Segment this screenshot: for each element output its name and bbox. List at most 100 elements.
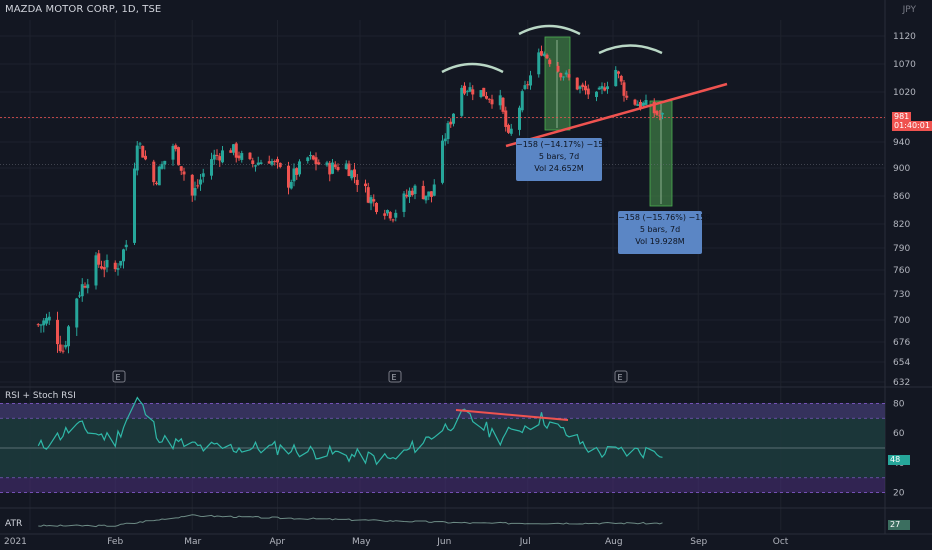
candle-body [155, 182, 158, 184]
candle-body [276, 159, 279, 163]
candle-body [652, 102, 656, 114]
candle-body [413, 185, 417, 194]
candle-body [427, 191, 431, 197]
candle-body [529, 75, 532, 86]
rsi-line [37, 396, 663, 466]
candle-body [152, 161, 156, 183]
candle-body [366, 187, 370, 203]
candle-body [540, 51, 543, 56]
measure-zone-1 [544, 36, 571, 131]
candle-body [182, 171, 186, 175]
candle-body [119, 260, 123, 266]
candle-body [375, 202, 378, 212]
candle-body [350, 170, 354, 179]
candle-body [432, 184, 436, 196]
price-tick-label: 1070 [893, 60, 916, 70]
candle-body [487, 98, 491, 100]
candle-body [498, 95, 502, 106]
rsi-tick-label: 20 [893, 489, 905, 499]
rsi-label: RSI + Stoch RSI [5, 391, 76, 401]
price-tick-label: 820 [893, 220, 910, 230]
candle-body [61, 350, 65, 352]
rsi-tick-label: 60 [893, 429, 905, 439]
neckline [505, 82, 728, 148]
candle-body [309, 154, 312, 157]
candle-body [641, 102, 645, 106]
candle-body [402, 193, 406, 212]
candle-body [619, 75, 623, 82]
indicators [37, 396, 663, 528]
candle-body [287, 165, 290, 188]
candle-body [460, 87, 464, 116]
candle-body [639, 101, 642, 108]
candle-body [221, 150, 224, 163]
candle-body [633, 99, 637, 105]
earnings-marker-box [388, 370, 402, 383]
candle-body [251, 160, 255, 165]
candle-body [661, 113, 664, 115]
earnings-marker-box [112, 370, 126, 383]
measure-1-change: −158 (−14.17%) −158 [516, 140, 609, 149]
candle-body [537, 52, 541, 75]
currency-label: JPY [902, 5, 916, 15]
candle-body [501, 97, 505, 112]
candle-body [388, 212, 392, 219]
candle-body [600, 86, 604, 89]
candle-body [80, 284, 84, 297]
candle-body [144, 155, 147, 160]
time-tick-label: Apr [270, 537, 286, 547]
candle-body [614, 69, 618, 87]
candle-body [39, 324, 43, 326]
candle-body [75, 298, 79, 328]
candle-body [556, 65, 560, 72]
candle-body [311, 155, 315, 160]
candle-body [267, 161, 271, 164]
candle-body [383, 213, 387, 216]
price-tick-label: 730 [893, 290, 910, 300]
earnings-marker-box [614, 370, 628, 383]
measure-1-volume: Vol 24.652M [534, 164, 584, 173]
candle-body [603, 87, 607, 91]
candle-body [449, 121, 453, 125]
candle-body [199, 179, 202, 185]
candle-body [190, 174, 194, 196]
price-tick-label: 790 [893, 244, 910, 254]
measure-box-2[interactable]: −158 (−15.76%) −158 5 bars, 7d Vol 19.92… [618, 211, 710, 254]
candle-body [171, 145, 175, 160]
candle-body [210, 159, 213, 176]
time-tick-label: Sep [690, 537, 707, 547]
candle-body [259, 162, 263, 165]
candle-body [408, 190, 411, 197]
candle-body [405, 194, 409, 197]
head-arc [518, 24, 581, 36]
earnings-marker-label: E [116, 373, 121, 382]
candle-body [606, 86, 609, 90]
candle-body [133, 168, 136, 243]
candle-body [58, 344, 62, 352]
candle-body [410, 190, 414, 196]
candle-body [617, 71, 620, 74]
candle-body [105, 259, 109, 268]
measure-box-1[interactable]: −158 (−14.17%) −158 5 bars, 7d Vol 24.65… [516, 138, 609, 181]
candle-body [430, 191, 433, 197]
candle-body [471, 89, 475, 95]
candle-body [232, 144, 235, 153]
price-tick-label: 860 [893, 192, 910, 202]
candle-body [298, 161, 301, 175]
candle-body [317, 162, 321, 165]
price-tick-label: 676 [893, 338, 910, 348]
candle-body [622, 82, 626, 96]
candle-body [314, 157, 318, 165]
candle-body [542, 53, 546, 56]
candle-body [518, 107, 521, 130]
candle-body [177, 147, 180, 166]
candle-body [240, 153, 244, 160]
candle-body [67, 326, 70, 347]
candle-body [42, 320, 46, 326]
candle-body [278, 162, 282, 167]
last-price-tag: 981 [892, 112, 912, 122]
candles [36, 45, 664, 354]
candle-body [174, 145, 178, 150]
